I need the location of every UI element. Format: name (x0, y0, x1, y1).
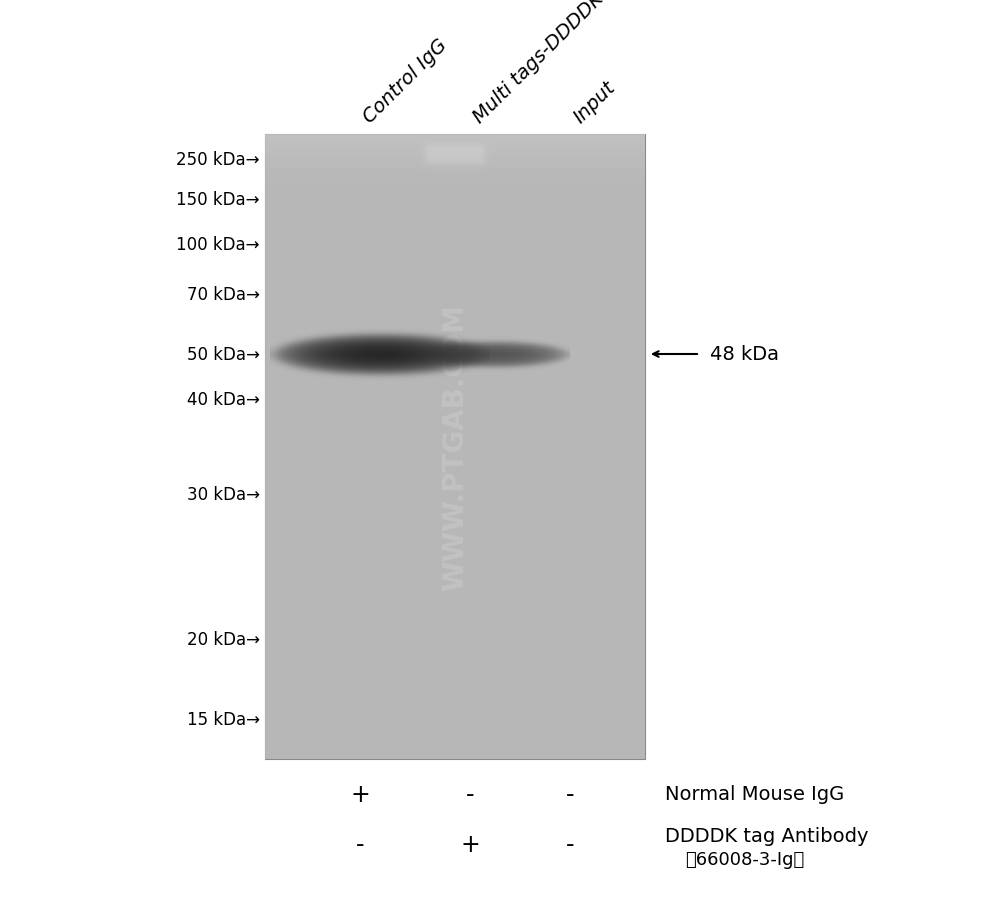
Text: Control IgG: Control IgG (360, 35, 451, 127)
Text: DDDDK tag Antibody: DDDDK tag Antibody (665, 826, 868, 845)
Text: -: - (466, 782, 474, 806)
Text: +: + (460, 832, 480, 856)
Text: 250 kDa→: 250 kDa→ (176, 151, 260, 169)
Text: Multi tags-DDDDK: Multi tags-DDDDK (470, 0, 608, 127)
Text: -: - (356, 832, 364, 856)
Text: 40 kDa→: 40 kDa→ (187, 391, 260, 409)
Text: 48 kDa: 48 kDa (710, 345, 779, 364)
Text: -: - (566, 782, 574, 806)
Text: 50 kDa→: 50 kDa→ (187, 345, 260, 364)
Text: 150 kDa→: 150 kDa→ (176, 191, 260, 208)
Bar (265, 135, 645, 759)
Text: 70 kDa→: 70 kDa→ (187, 286, 260, 304)
Text: Input: Input (570, 78, 619, 127)
Text: 20 kDa→: 20 kDa→ (187, 630, 260, 649)
Text: 15 kDa→: 15 kDa→ (187, 710, 260, 728)
Text: 100 kDa→: 100 kDa→ (176, 235, 260, 253)
Text: 30 kDa→: 30 kDa→ (187, 485, 260, 503)
Text: Normal Mouse IgG: Normal Mouse IgG (665, 785, 844, 804)
Text: +: + (350, 782, 370, 806)
Text: -: - (566, 832, 574, 856)
Text: WWW.PTGAB.COM: WWW.PTGAB.COM (441, 304, 469, 590)
Text: （66008-3-Ig）: （66008-3-Ig） (685, 850, 804, 868)
